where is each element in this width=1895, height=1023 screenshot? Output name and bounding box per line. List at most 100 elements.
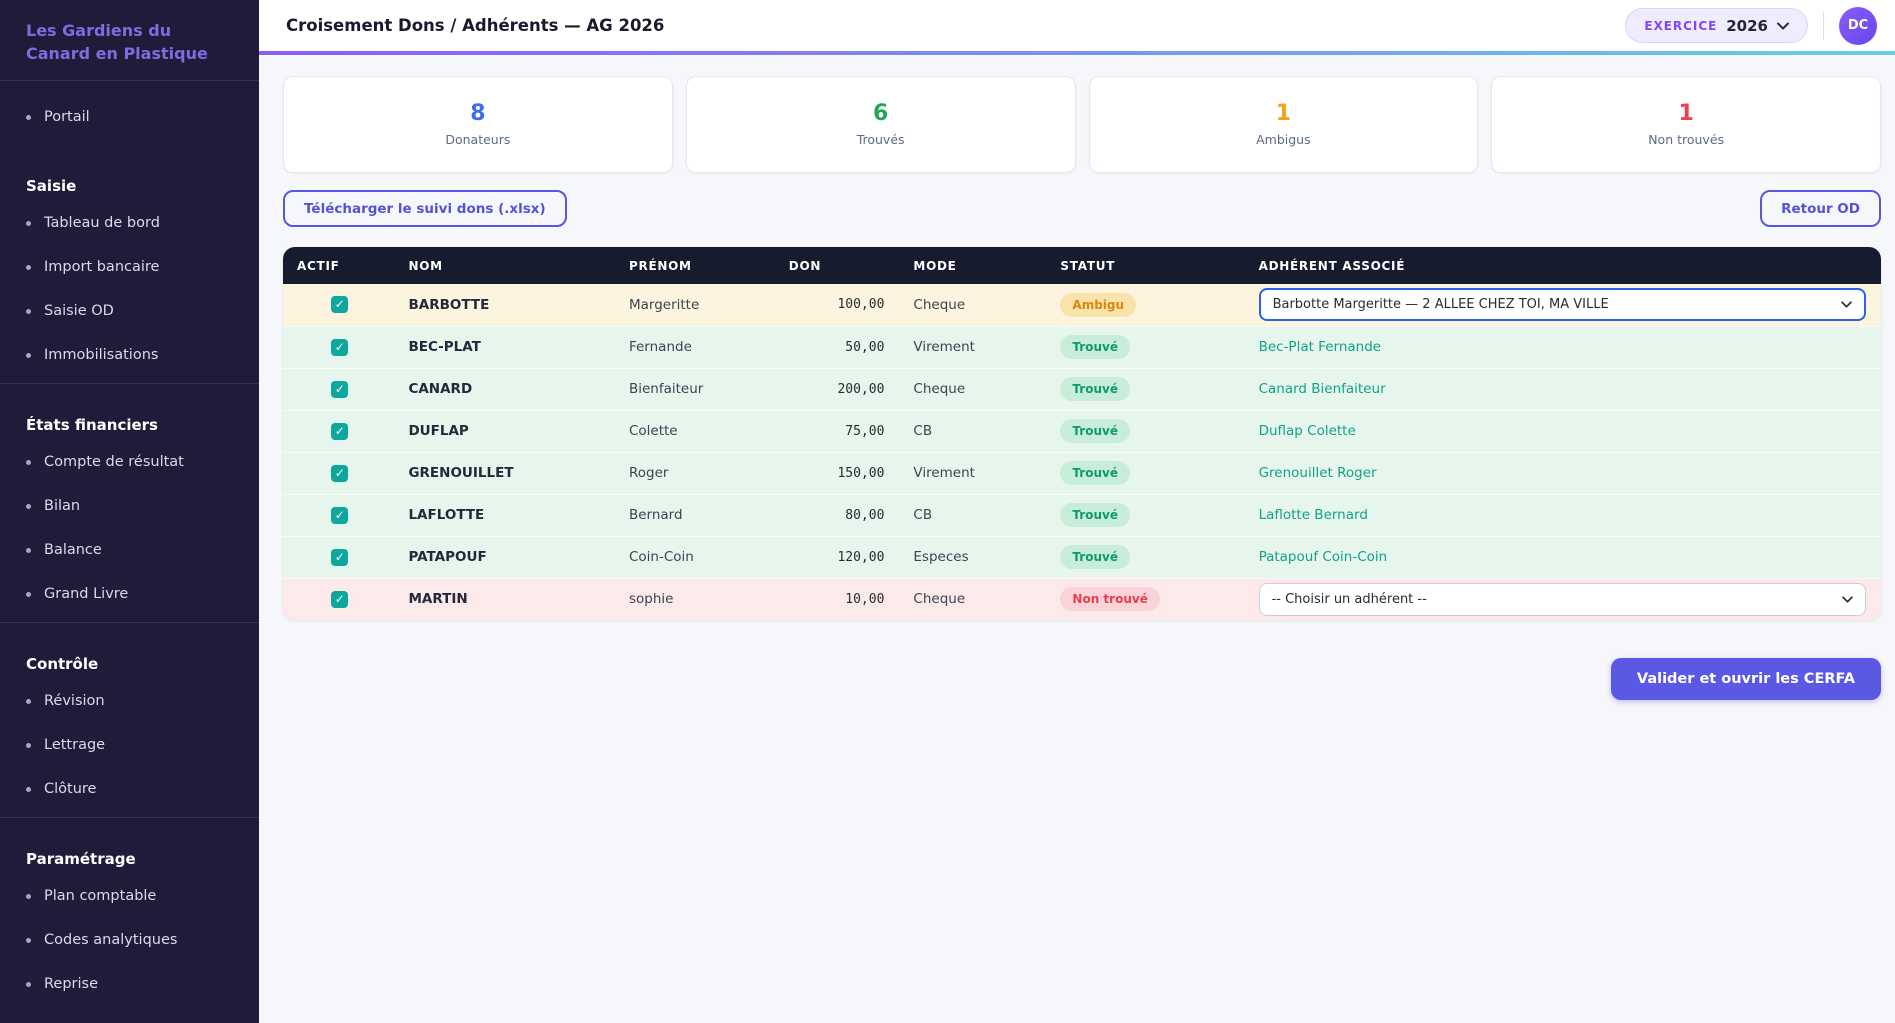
- table-row: ✓ MARTIN sophie 10,00 Cheque Non trouvé -- Cho…: [283, 577, 1881, 620]
- cell-nom: MARTIN: [396, 577, 617, 620]
- back-od-button[interactable]: Retour OD: [1760, 190, 1881, 227]
- sidebar-item-compte-de-r-sultat[interactable]: Compte de résultat: [26, 440, 233, 484]
- exercice-value: 2026: [1726, 16, 1768, 35]
- cell-prenom: Colette: [616, 409, 777, 452]
- table-row: ✓ CANARD Bienfaiteur 200,00 Cheque Trouvé Cana…: [283, 367, 1881, 410]
- adherent-link[interactable]: Duflap Colette: [1258, 423, 1356, 439]
- actif-checkbox[interactable]: ✓: [331, 590, 349, 608]
- validate-cerfa-button[interactable]: Valider et ouvrir les CERFA: [1610, 658, 1881, 700]
- sidebar-item-tableau-de-bord[interactable]: Tableau de bord: [26, 201, 233, 245]
- table-row: ✓ PATAPOUF Coin-Coin 120,00 Especes Trouvé Pat…: [283, 535, 1881, 578]
- sidebar-item-label: Révision: [44, 693, 105, 710]
- column-header: NOM: [396, 247, 617, 284]
- validate-row: Valider et ouvrir les CERFA: [283, 658, 1881, 700]
- sidebar-item-import-bancaire[interactable]: Import bancaire: [26, 245, 233, 289]
- bullet-icon: [26, 981, 31, 987]
- sidebar-item-label: Plan comptable: [44, 888, 157, 905]
- cell-nom: DUFLAP: [396, 409, 617, 452]
- sidebar-divider: [0, 817, 259, 819]
- nav-section-title: États financiers: [26, 416, 158, 435]
- sidebar-item-grand-livre[interactable]: Grand Livre: [26, 572, 233, 616]
- sidebar-item-label: Clôture: [44, 781, 97, 798]
- chevron-down-icon: [1777, 22, 1789, 30]
- stat-label: Donateurs: [445, 131, 511, 147]
- adherent-link[interactable]: Canard Bienfaiteur: [1258, 381, 1386, 397]
- cell-nom: CANARD: [396, 367, 617, 410]
- adherent-link[interactable]: Patapouf Coin-Coin: [1258, 549, 1388, 565]
- sidebar-item-label: Tableau de bord: [44, 215, 160, 232]
- sidebar-item-codes-analytiques[interactable]: Codes analytiques: [26, 918, 233, 962]
- bullet-icon: [26, 937, 31, 943]
- bullet-icon: [26, 264, 31, 270]
- cell-prenom: Fernande: [616, 325, 777, 368]
- stat-value: 1: [1678, 100, 1694, 126]
- stat-value: 8: [470, 100, 486, 126]
- adherent-select[interactable]: Barbotte Margeritte — 2 ALLEE CHEZ TOI, …: [1258, 288, 1866, 322]
- topbar-right: EXERCICE 2026 DC: [1625, 6, 1877, 45]
- status-badge: Non trouvé: [1060, 587, 1160, 612]
- column-header: MODE: [901, 247, 1049, 284]
- status-badge: Ambigu: [1060, 292, 1137, 317]
- stat-card: 1 Ambigus: [1088, 76, 1479, 173]
- adherent-link[interactable]: Bec-Plat Fernande: [1258, 339, 1382, 355]
- sidebar-item-label: Immobilisations: [44, 347, 159, 364]
- actif-checkbox[interactable]: ✓: [331, 338, 349, 356]
- nav-section-title: Paramétrage: [26, 850, 136, 869]
- bullet-icon: [26, 308, 31, 314]
- bullet-icon: [26, 742, 31, 748]
- stat-card: 8 Donateurs: [283, 76, 673, 173]
- download-xlsx-button[interactable]: Télécharger le suivi dons (.xlsx): [283, 190, 567, 227]
- bullet-icon: [26, 352, 31, 358]
- stat-value: 1: [1275, 100, 1292, 126]
- table-row: ✓ BEC-PLAT Fernande 50,00 Virement Trouvé Bec-…: [283, 325, 1881, 368]
- actif-checkbox[interactable]: ✓: [331, 296, 349, 314]
- cell-don: 75,00: [776, 409, 902, 452]
- cell-don: 10,00: [776, 577, 902, 620]
- cell-don: 200,00: [776, 367, 902, 410]
- cell-nom: PATAPOUF: [396, 535, 617, 578]
- sidebar-item-label: Import bancaire: [44, 259, 160, 276]
- sidebar-item-bilan[interactable]: Bilan: [26, 484, 233, 528]
- bullet-icon: [26, 459, 31, 465]
- sidebar-divider: [0, 80, 259, 82]
- sidebar-item-plan-comptable[interactable]: Plan comptable: [26, 874, 233, 918]
- stat-card: 1 Non trouvés: [1491, 76, 1881, 173]
- sidebar-item-balance[interactable]: Balance: [26, 528, 233, 572]
- sidebar-item-cl-ture[interactable]: Clôture: [26, 767, 233, 811]
- actif-checkbox[interactable]: ✓: [331, 380, 349, 398]
- sidebar-item-label: Reprise: [44, 976, 99, 993]
- sidebar-item-portail[interactable]: Portail: [26, 95, 233, 139]
- cell-mode: Virement: [901, 451, 1049, 494]
- org-title: Les Gardiens du Canard en Plastique: [26, 21, 208, 64]
- bullet-icon: [26, 698, 31, 704]
- sidebar-item-r-vision[interactable]: Révision: [26, 679, 233, 723]
- exercice-selector[interactable]: EXERCICE 2026: [1625, 8, 1808, 43]
- sidebar-item-label: Codes analytiques: [44, 932, 178, 949]
- sidebar-item-saisie-od[interactable]: Saisie OD: [26, 289, 233, 333]
- topbar: Croisement Dons / Adhérents — AG 2026 EX…: [259, 0, 1895, 51]
- actif-checkbox[interactable]: ✓: [331, 548, 349, 566]
- table-row: ✓ LAFLOTTE Bernard 80,00 CB Trouvé Laflotte Be…: [283, 493, 1881, 536]
- cell-prenom: Bernard: [616, 493, 777, 536]
- sidebar-item-immobilisations[interactable]: Immobilisations: [26, 333, 233, 377]
- adherent-link[interactable]: Grenouillet Roger: [1258, 465, 1377, 481]
- actif-checkbox[interactable]: ✓: [331, 464, 349, 482]
- status-badge: Trouvé: [1060, 335, 1130, 359]
- sidebar-item-label: Balance: [44, 542, 102, 559]
- cell-mode: Virement: [901, 325, 1049, 368]
- sidebar-item-lettrage[interactable]: Lettrage: [26, 723, 233, 767]
- avatar[interactable]: DC: [1839, 6, 1877, 45]
- cell-mode: CB: [901, 493, 1049, 536]
- actif-checkbox[interactable]: ✓: [331, 506, 349, 524]
- nav-group: Saisie Tableau de bord Import bancaire Sais…: [26, 145, 233, 383]
- adherent-select-value: Barbotte Margeritte — 2 ALLEE CHEZ TOI, …: [1272, 297, 1609, 313]
- exercice-label: EXERCICE: [1644, 18, 1718, 33]
- adherent-link[interactable]: Laflotte Bernard: [1258, 507, 1368, 523]
- actif-checkbox[interactable]: ✓: [331, 422, 349, 440]
- sidebar-item-reprise[interactable]: Reprise: [26, 962, 233, 1006]
- chevron-down-icon: [1841, 301, 1852, 308]
- stat-label: Non trouvés: [1648, 131, 1725, 147]
- header-accent-rule: [259, 51, 1895, 55]
- cell-prenom: sophie: [616, 577, 777, 620]
- adherent-select[interactable]: -- Choisir un adhérent --: [1258, 582, 1866, 616]
